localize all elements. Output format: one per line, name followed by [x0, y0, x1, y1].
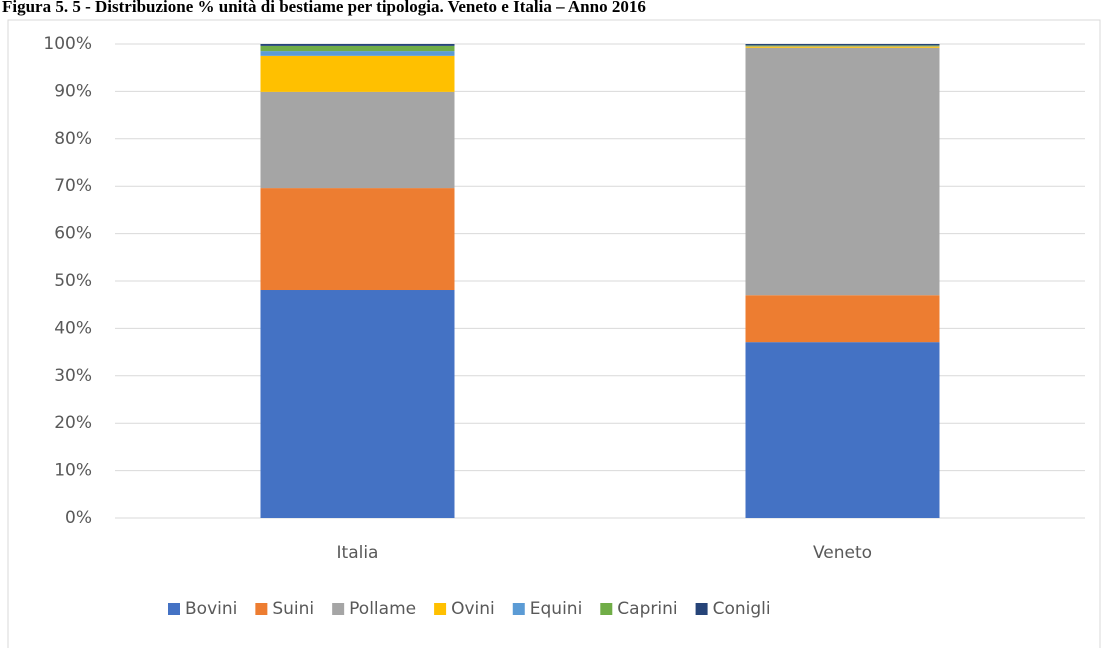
y-tick-label: 80% — [54, 129, 92, 149]
bar-segment — [260, 44, 455, 46]
legend-swatch — [600, 603, 613, 615]
y-tick-label: 60% — [54, 224, 92, 244]
legend-swatch — [255, 603, 268, 615]
bar-segment — [260, 290, 455, 518]
legend-swatch — [332, 603, 345, 615]
y-tick-label: 10% — [54, 461, 92, 481]
x-tick-label: Veneto — [813, 543, 872, 563]
bar-segment — [745, 46, 940, 48]
chart-title: Figura 5. 5 - Distribuzione % unità di b… — [2, 0, 646, 16]
legend-label: Bovini — [185, 599, 237, 619]
y-tick-label: 20% — [54, 413, 92, 433]
legend-swatch — [434, 603, 447, 615]
x-tick-label: Italia — [337, 543, 379, 563]
y-tick-label: 40% — [54, 318, 92, 338]
y-tick-label: 100% — [43, 34, 92, 54]
y-tick-label: 0% — [65, 508, 92, 528]
bar-segment — [260, 51, 455, 56]
legend-label: Ovini — [451, 599, 495, 619]
legend-swatch — [168, 603, 180, 615]
legend-swatch — [695, 603, 708, 615]
legend-label: Caprini — [617, 599, 677, 619]
legend-label: Conigli — [713, 599, 771, 619]
y-tick-label: 50% — [54, 271, 92, 291]
bar-segment — [260, 188, 455, 291]
bar-segment — [260, 55, 455, 92]
legend-label: Equini — [530, 599, 583, 619]
bar-segment — [745, 47, 940, 296]
bar-segment — [745, 295, 940, 343]
bar-segment — [260, 45, 455, 52]
legend-label: Suini — [272, 599, 314, 619]
bar-segment — [745, 342, 940, 518]
legend-swatch — [512, 603, 525, 615]
y-tick-label: 90% — [54, 81, 92, 101]
bar-segment — [260, 91, 455, 189]
legend-label: Pollame — [349, 599, 416, 619]
y-tick-label: 70% — [54, 176, 92, 196]
y-tick-label: 30% — [54, 366, 92, 386]
bar-segment — [745, 44, 940, 46]
